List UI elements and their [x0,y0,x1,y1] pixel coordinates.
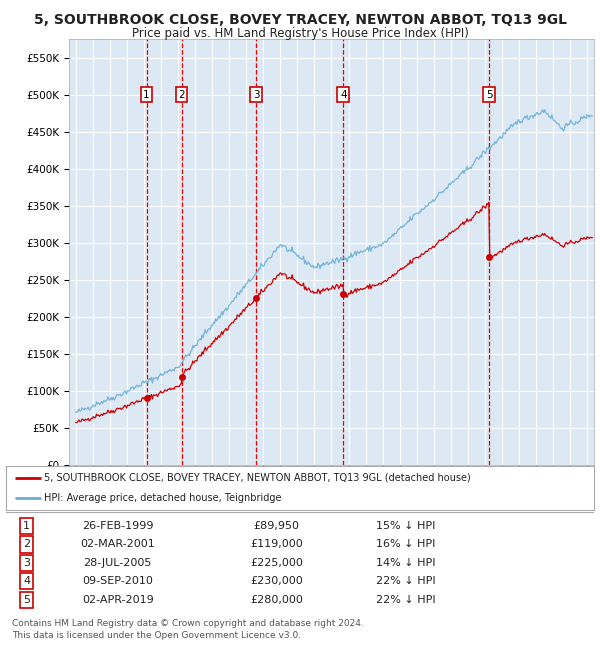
Text: 4: 4 [23,577,30,586]
Text: 1: 1 [23,521,30,531]
Text: This data is licensed under the Open Government Licence v3.0.: This data is licensed under the Open Gov… [12,630,301,640]
Text: 02-APR-2019: 02-APR-2019 [82,595,154,605]
Text: 3: 3 [23,558,30,568]
Text: 22% ↓ HPI: 22% ↓ HPI [376,595,436,605]
Text: 2: 2 [178,90,185,99]
Text: 14% ↓ HPI: 14% ↓ HPI [376,558,436,568]
Text: 02-MAR-2001: 02-MAR-2001 [80,540,155,549]
Text: Price paid vs. HM Land Registry's House Price Index (HPI): Price paid vs. HM Land Registry's House … [131,27,469,40]
Text: 28-JUL-2005: 28-JUL-2005 [83,558,152,568]
Text: 15% ↓ HPI: 15% ↓ HPI [376,521,436,531]
Text: 22% ↓ HPI: 22% ↓ HPI [376,577,436,586]
Text: 5, SOUTHBROOK CLOSE, BOVEY TRACEY, NEWTON ABBOT, TQ13 9GL (detached house): 5, SOUTHBROOK CLOSE, BOVEY TRACEY, NEWTO… [44,473,471,483]
Text: 5: 5 [486,90,493,99]
Text: HPI: Average price, detached house, Teignbridge: HPI: Average price, detached house, Teig… [44,493,282,503]
Text: £280,000: £280,000 [250,595,303,605]
Text: 1: 1 [143,90,150,99]
Text: 3: 3 [253,90,259,99]
Text: 09-SEP-2010: 09-SEP-2010 [82,577,153,586]
Text: £230,000: £230,000 [250,577,303,586]
Text: £89,950: £89,950 [253,521,299,531]
Text: £119,000: £119,000 [250,540,303,549]
Text: 26-FEB-1999: 26-FEB-1999 [82,521,154,531]
Text: £225,000: £225,000 [250,558,303,568]
Text: 4: 4 [340,90,347,99]
Text: 2: 2 [23,540,30,549]
Text: 16% ↓ HPI: 16% ↓ HPI [376,540,436,549]
Text: 5, SOUTHBROOK CLOSE, BOVEY TRACEY, NEWTON ABBOT, TQ13 9GL: 5, SOUTHBROOK CLOSE, BOVEY TRACEY, NEWTO… [34,13,566,27]
Text: Contains HM Land Registry data © Crown copyright and database right 2024.: Contains HM Land Registry data © Crown c… [12,619,364,628]
Text: 5: 5 [23,595,30,605]
